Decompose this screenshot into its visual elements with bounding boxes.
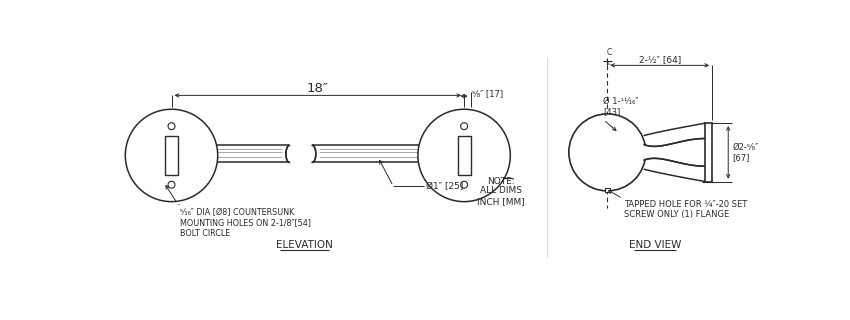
Text: TAPPED HOLE FOR ¼″-20 SET
SCREW ONLY (1) FLANGE: TAPPED HOLE FOR ¼″-20 SET SCREW ONLY (1)… bbox=[624, 200, 747, 220]
Bar bbox=[457, 136, 471, 175]
Text: ⁵⁄₁₆″ DIA [Ø8] COUNTERSUNK
MOUNTING HOLES ON 2-1/8″[54]
BOLT CIRCLE: ⁵⁄₁₆″ DIA [Ø8] COUNTERSUNK MOUNTING HOLE… bbox=[180, 208, 311, 237]
Text: 2-½″ [64]: 2-½″ [64] bbox=[638, 55, 681, 64]
Circle shape bbox=[418, 109, 510, 202]
Text: Ø 1-¹¹⁄₁₆″
[43]: Ø 1-¹¹⁄₁₆″ [43] bbox=[604, 97, 639, 116]
Text: 18″: 18″ bbox=[307, 82, 329, 95]
Text: NOTE:: NOTE: bbox=[487, 177, 515, 186]
Text: ELEVATION: ELEVATION bbox=[276, 240, 333, 250]
Text: L: L bbox=[607, 61, 610, 67]
Polygon shape bbox=[644, 139, 705, 166]
Text: Ø2-⁵⁄₈″
[67]: Ø2-⁵⁄₈″ [67] bbox=[732, 143, 758, 162]
Text: Ø1″ [25]: Ø1″ [25] bbox=[426, 182, 463, 191]
Circle shape bbox=[569, 114, 646, 191]
Text: END VIEW: END VIEW bbox=[629, 240, 681, 250]
Bar bbox=[605, 188, 609, 192]
Text: C: C bbox=[606, 48, 611, 57]
Bar bbox=[165, 136, 178, 175]
Bar bbox=[289, 145, 313, 163]
Bar bbox=[706, 123, 712, 182]
Text: ALL DIMS
INCH [MM]: ALL DIMS INCH [MM] bbox=[477, 186, 525, 206]
Text: ⁵⁄₈″ [17]: ⁵⁄₈″ [17] bbox=[472, 89, 503, 98]
Circle shape bbox=[125, 109, 218, 202]
